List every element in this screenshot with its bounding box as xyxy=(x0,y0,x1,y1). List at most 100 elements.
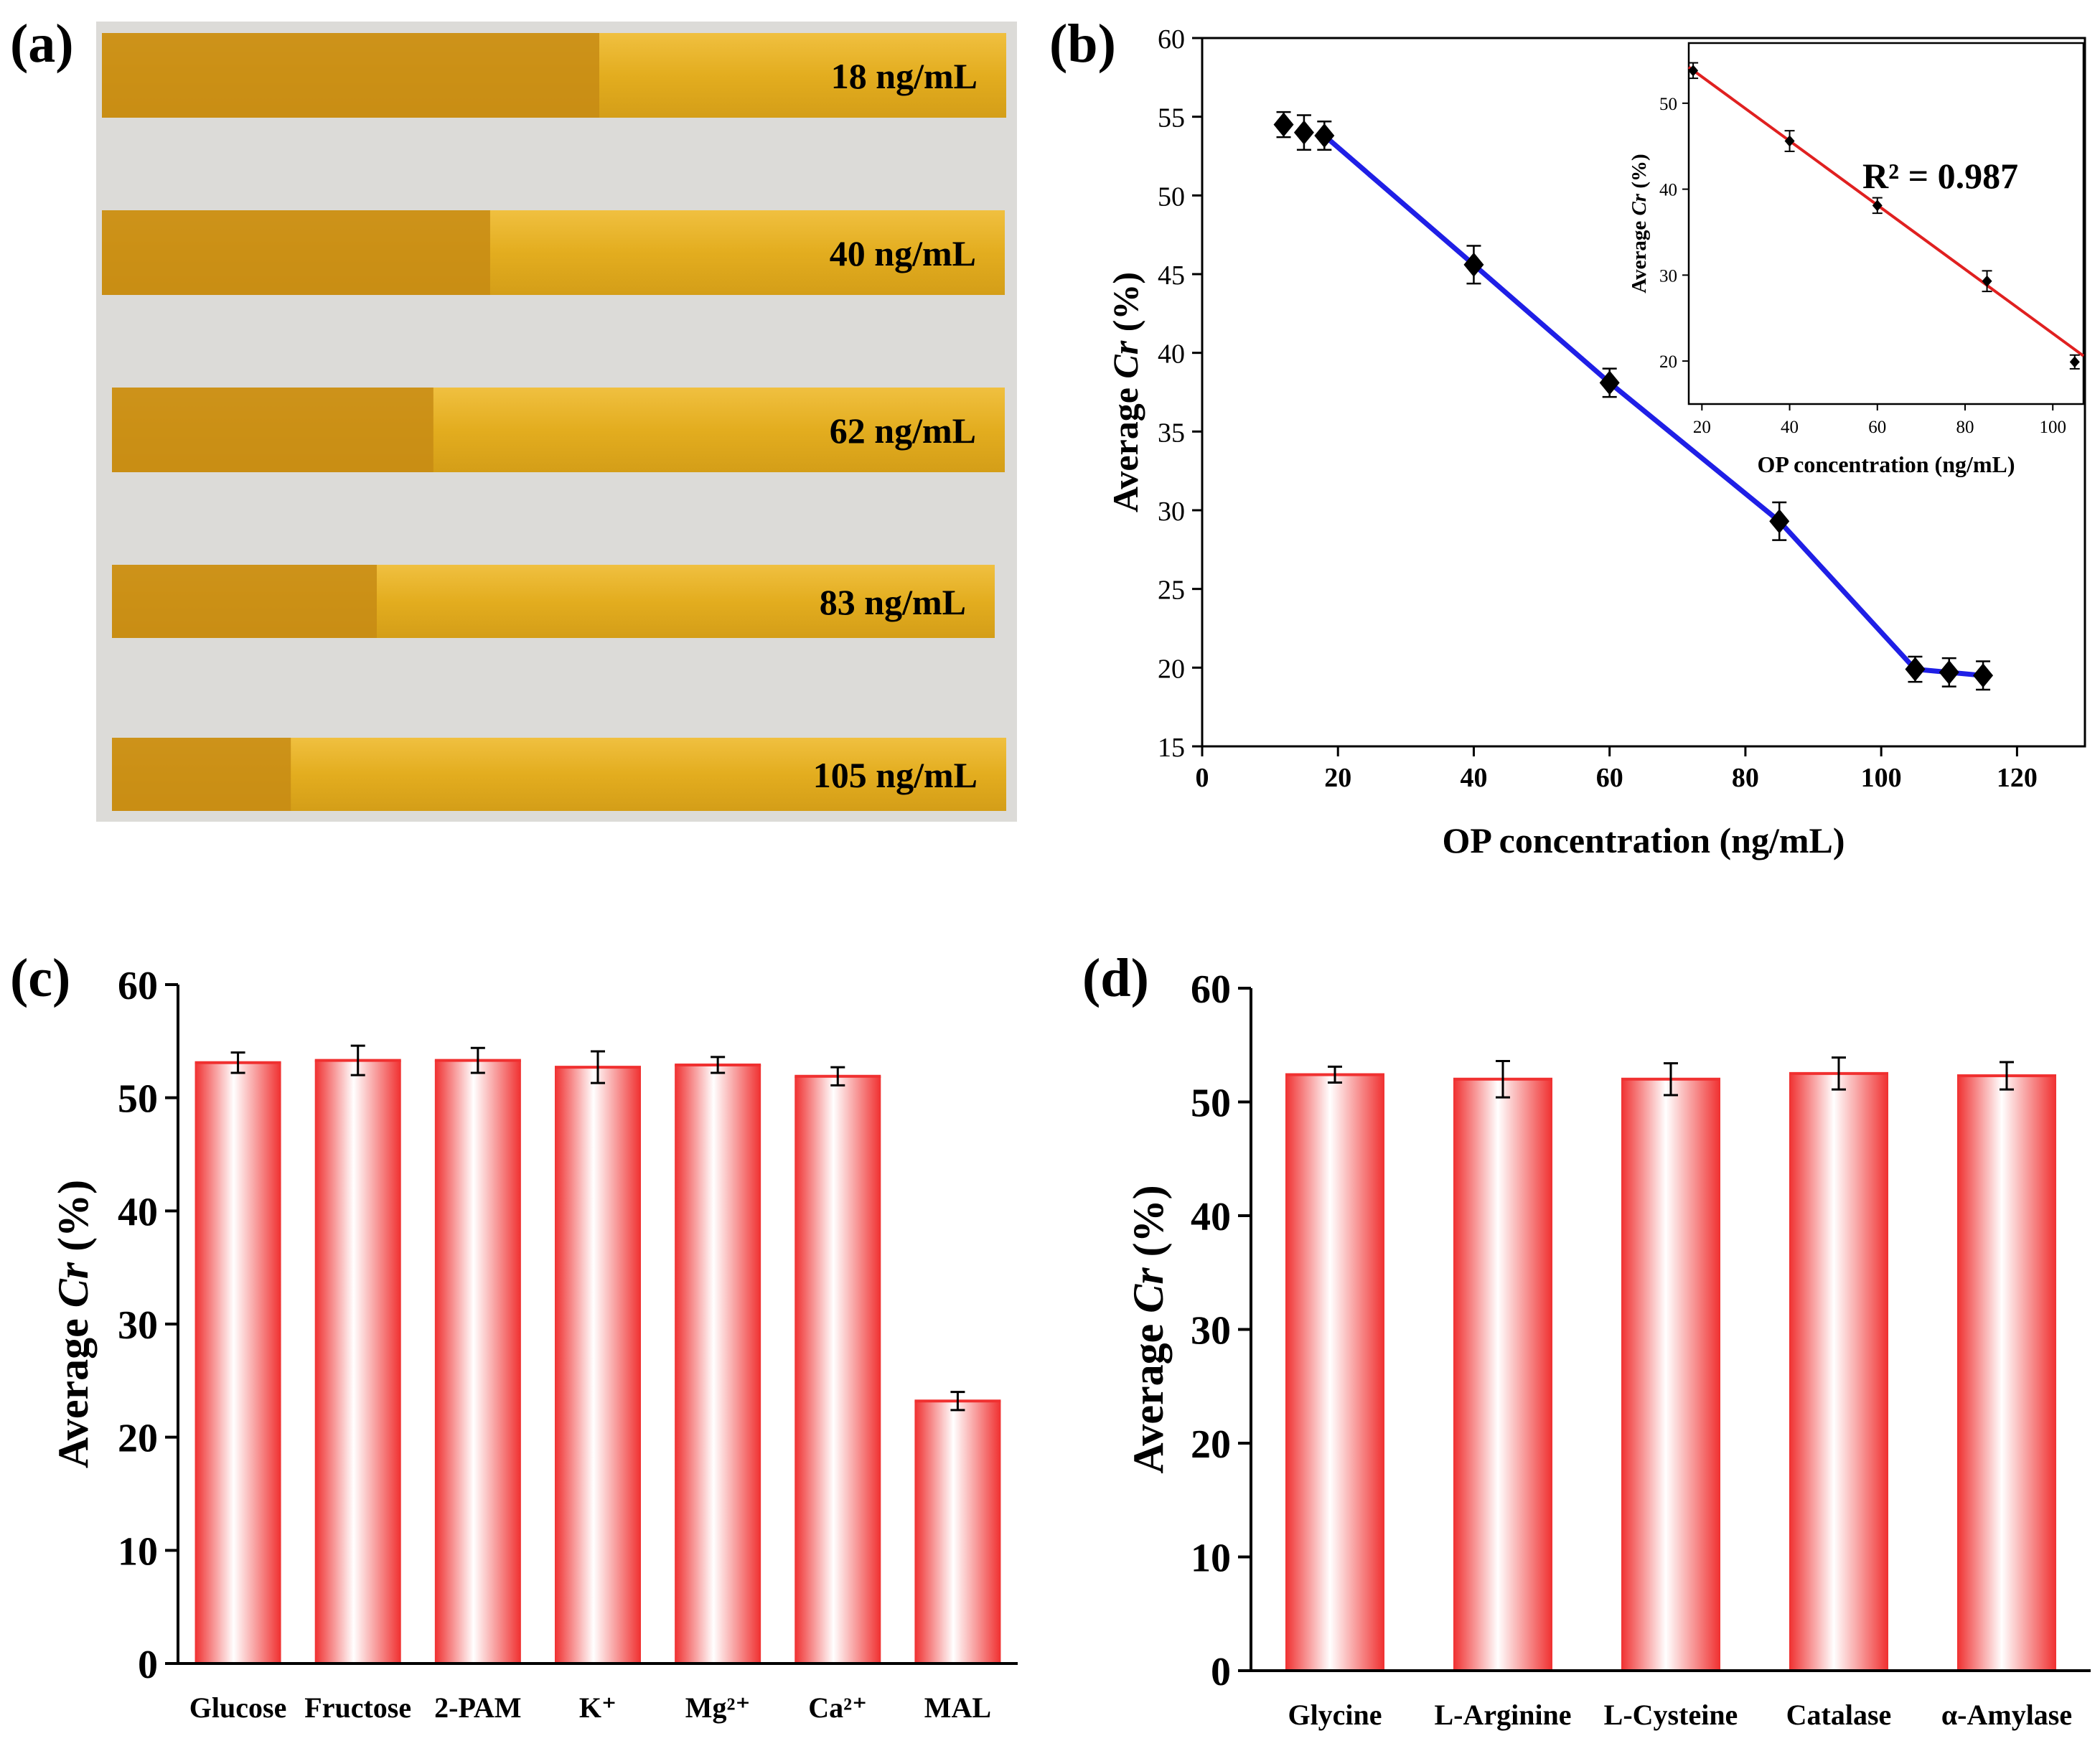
y-tick-label: 60 xyxy=(118,964,158,1008)
x-tick-label: 120 xyxy=(1997,763,2038,793)
y-tick-label: 25 xyxy=(1158,576,1185,606)
bar xyxy=(555,1067,641,1663)
y-tick-label: 60 xyxy=(1191,967,1231,1012)
data-point xyxy=(1905,657,1926,682)
x-tick-label: 80 xyxy=(1732,763,1759,793)
bar xyxy=(1285,1074,1384,1671)
data-point xyxy=(1314,123,1335,148)
y-tick-label: 20 xyxy=(1191,1422,1231,1467)
inset-y-axis-title: Average Cr (%) xyxy=(1628,154,1651,293)
data-point xyxy=(1273,112,1294,137)
panel-d-chart: Glycine L-Arginine L-Cysteine Catalase α-Amy… xyxy=(1125,967,2091,1731)
y-tick-label: 40 xyxy=(1191,1195,1231,1239)
y-tick-label: 30 xyxy=(118,1303,158,1348)
fit-line xyxy=(1687,65,2085,357)
panel-b-inset-chart: 20 30 40 50 20 40 60 80 100 OP concentration (ng/… xyxy=(1628,42,2085,477)
strip-label: 83 ng/mL xyxy=(820,582,966,622)
category-label: Ca²⁺ xyxy=(808,1691,867,1724)
y-tick-label: 35 xyxy=(1158,418,1185,448)
inset-data-point xyxy=(1688,65,1699,77)
y-axis-title: Average Cr (%) xyxy=(50,1180,97,1468)
bar xyxy=(1957,1076,2056,1671)
y-tick-label: 10 xyxy=(118,1529,158,1574)
bar xyxy=(1453,1079,1552,1671)
inset-data-point xyxy=(1982,275,1992,287)
data-point xyxy=(1599,370,1620,395)
category-label: 2-PAM xyxy=(434,1691,521,1724)
strip-label: 40 ng/mL xyxy=(830,233,976,273)
category-label: Catalase xyxy=(1786,1699,1892,1731)
inset-data-point xyxy=(1784,135,1795,147)
inset-x-tick-label: 100 xyxy=(2039,418,2066,437)
strip-label: 105 ng/mL xyxy=(813,755,978,795)
inset-y-tick-label: 50 xyxy=(1659,95,1677,114)
y-tick-label: 0 xyxy=(138,1643,158,1687)
panel-b-label: (b) xyxy=(1049,14,1116,74)
y-tick-label: 30 xyxy=(1158,497,1185,527)
panel-d-label: (d) xyxy=(1082,948,1149,1008)
data-point xyxy=(1939,660,1959,685)
plot-frame xyxy=(1201,37,2086,748)
category-label: K⁺ xyxy=(579,1691,617,1724)
category-label: MAL xyxy=(924,1691,991,1724)
category-label: Fructose xyxy=(304,1691,411,1724)
inset-x-tick-label: 40 xyxy=(1781,418,1799,437)
y-tick-label: 15 xyxy=(1158,733,1185,763)
data-point xyxy=(1973,663,1994,688)
data-point xyxy=(1293,120,1314,145)
category-label: L-Cysteine xyxy=(1604,1699,1738,1731)
bar xyxy=(1621,1079,1720,1671)
reacted-zone xyxy=(102,33,599,118)
panel-a-label: (a) xyxy=(10,14,74,74)
category-label: α-Amylase xyxy=(1941,1699,2072,1731)
inset-x-tick-label: 60 xyxy=(1868,418,1886,437)
bar xyxy=(914,1401,1001,1663)
inset-y-tick-label: 40 xyxy=(1659,181,1677,200)
y-tick-label: 20 xyxy=(118,1417,158,1461)
bar xyxy=(314,1060,401,1663)
y-axis-title: Average Cr (%) xyxy=(1125,1185,1172,1473)
y-tick-label: 45 xyxy=(1158,261,1185,291)
y-tick-label: 20 xyxy=(1158,654,1185,684)
x-tick-label: 0 xyxy=(1196,763,1209,793)
inset-data-point xyxy=(2069,356,2080,368)
r-squared-annotation: R² = 0.987 xyxy=(1862,156,2018,196)
bar xyxy=(194,1062,281,1663)
y-tick-label: 50 xyxy=(1158,182,1185,212)
x-tick-label: 20 xyxy=(1324,763,1351,793)
inset-frame xyxy=(1687,42,2085,405)
reacted-zone xyxy=(112,738,291,811)
inset-x-axis-title: OP concentration (ng/mL) xyxy=(1757,451,2015,477)
y-tick-label: 40 xyxy=(1158,339,1185,370)
panel-a-photo: 18 ng/mL 40 ng/mL 62 ng/mL 83 ng/mL 105 ng/m… xyxy=(96,22,1017,822)
y-tick-label: 60 xyxy=(1158,24,1185,55)
y-tick-label: 55 xyxy=(1158,103,1185,133)
inset-data-point xyxy=(1872,200,1883,212)
data-point xyxy=(1463,252,1484,277)
reacted-zone xyxy=(102,210,490,295)
bar xyxy=(794,1076,881,1663)
y-axis-title: Average Cr (%) xyxy=(1105,272,1145,512)
bar xyxy=(1789,1073,1888,1671)
panel-c-label: (c) xyxy=(10,948,71,1008)
x-tick-label: 60 xyxy=(1596,763,1623,793)
bar xyxy=(675,1064,761,1663)
y-tick-label: 0 xyxy=(1211,1650,1231,1694)
category-label: Glycine xyxy=(1288,1699,1382,1731)
inset-x-tick-label: 20 xyxy=(1693,418,1711,437)
x-axis-title: OP concentration (ng/mL) xyxy=(1442,820,1844,860)
y-tick-label: 50 xyxy=(118,1077,158,1122)
strip-label: 62 ng/mL xyxy=(830,410,976,451)
inset-y-tick-label: 30 xyxy=(1659,266,1677,286)
category-label: Glucose xyxy=(189,1691,287,1724)
bar xyxy=(434,1060,521,1663)
strip-label: 18 ng/mL xyxy=(831,56,978,96)
y-tick-label: 40 xyxy=(118,1190,158,1234)
panel-c-chart: Glucose Fructose 2-PAM K⁺ Mg²⁺ Ca²⁺ MAL 0 10 20 30… xyxy=(50,964,1018,1724)
y-tick-label: 50 xyxy=(1191,1081,1231,1126)
category-label: L-Arginine xyxy=(1434,1699,1571,1731)
x-tick-label: 100 xyxy=(1861,763,1902,793)
y-tick-label: 10 xyxy=(1191,1536,1231,1581)
reacted-zone xyxy=(112,388,433,472)
